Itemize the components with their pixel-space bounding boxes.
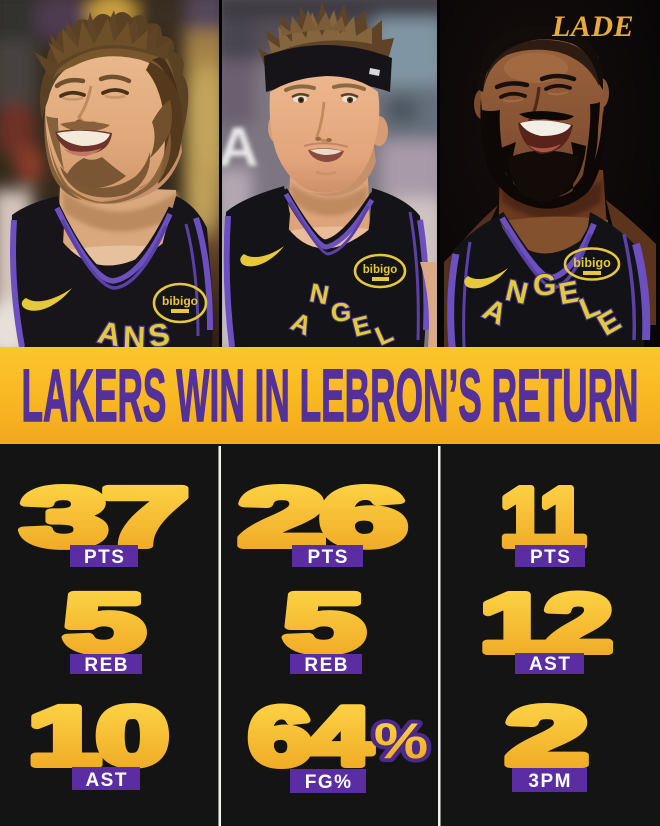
svg-text:PTS: PTS [84, 547, 125, 568]
svg-text:AST: AST [529, 654, 572, 675]
svg-text:PTS: PTS [530, 547, 571, 568]
svg-text:bibigo: bibigo [363, 264, 398, 276]
svg-text:3PM: 3PM [528, 771, 572, 792]
svg-text:G: G [330, 296, 352, 327]
svg-text:%: % [374, 713, 428, 769]
svg-text:AST: AST [85, 770, 128, 791]
svg-text:A: A [222, 115, 258, 178]
svg-text:LAKERS WIN IN LEBRON’S RETURN: LAKERS WIN IN LEBRON’S RETURN [22, 354, 639, 437]
svg-text:LADE: LADE [551, 10, 634, 43]
svg-text:G: G [533, 269, 557, 302]
svg-text:PTS: PTS [307, 547, 348, 568]
svg-text:REB: REB [84, 655, 129, 676]
svg-text:bibigo: bibigo [162, 294, 198, 308]
svg-text:FG%: FG% [305, 772, 353, 793]
svg-text:N: N [122, 320, 146, 347]
svg-text:bibigo: bibigo [573, 256, 611, 270]
svg-text:REB: REB [304, 655, 349, 676]
svg-text:64: 64 [248, 690, 372, 783]
svg-text:%: % [374, 713, 428, 769]
